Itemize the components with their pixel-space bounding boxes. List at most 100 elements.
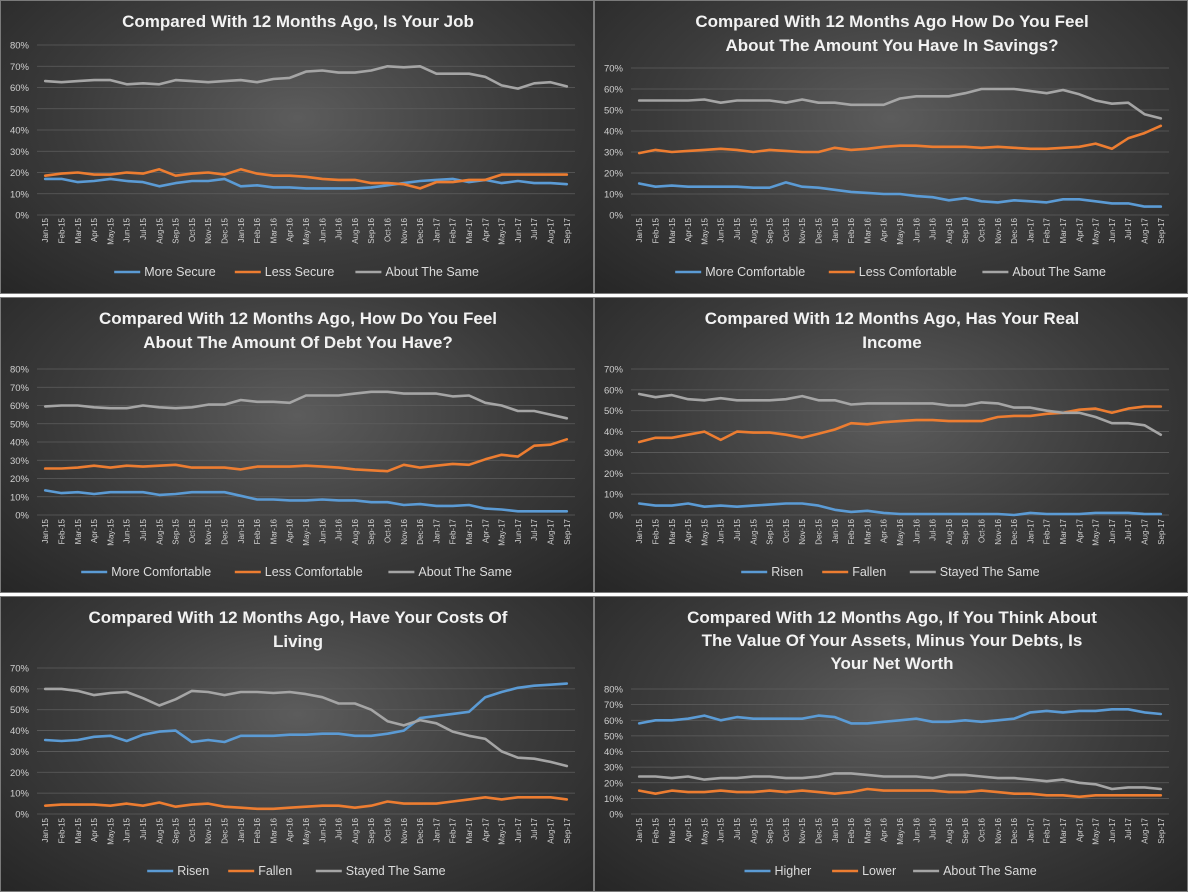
legend-label: More Comfortable bbox=[705, 265, 805, 279]
x-tick-label: Jan-17 bbox=[432, 217, 441, 242]
x-tick-label: Aug-15 bbox=[155, 217, 164, 243]
x-tick-label: Jun-15 bbox=[123, 518, 132, 543]
x-tick-label: Oct-15 bbox=[188, 817, 197, 842]
x-tick-label: Jul-17 bbox=[530, 217, 539, 239]
x-tick-label: Jun-16 bbox=[912, 518, 921, 543]
y-tick-label: 50% bbox=[10, 705, 30, 716]
x-tick-label: Oct-16 bbox=[384, 817, 393, 842]
series-line-orange bbox=[637, 787, 1163, 799]
x-tick-label: May-15 bbox=[700, 518, 709, 545]
x-tick-label: Jan-17 bbox=[1026, 518, 1035, 543]
x-tick-label: Dec-15 bbox=[220, 217, 229, 243]
x-tick-label: May-17 bbox=[1092, 217, 1101, 244]
y-tick-label: 50% bbox=[10, 419, 30, 430]
x-tick-label: Apr-15 bbox=[684, 217, 693, 242]
x-tick-label: Feb-16 bbox=[253, 217, 262, 243]
x-tick-label: Mar-15 bbox=[74, 518, 83, 544]
chart-title-line: About The Amount You Have In Savings? bbox=[725, 36, 1058, 55]
x-tick-label: Jul-15 bbox=[733, 817, 742, 839]
x-tick-label: Mar-16 bbox=[863, 518, 872, 544]
y-tick-label: 20% bbox=[10, 474, 30, 485]
y-tick-label: 70% bbox=[10, 664, 30, 675]
legend-label: More Secure bbox=[144, 265, 216, 279]
chart-svg: Compared With 12 Months Ago How Do You F… bbox=[604, 12, 1169, 279]
x-tick-label: Feb-16 bbox=[253, 518, 262, 544]
series-line-orange bbox=[43, 438, 569, 473]
x-tick-label: Sep-17 bbox=[563, 518, 572, 544]
x-tick-label: May-15 bbox=[106, 518, 115, 545]
x-tick-label: Jun-15 bbox=[123, 217, 132, 242]
chart-title-line: Compared With 12 Months Ago, Is Your Job bbox=[122, 12, 474, 31]
x-tick-label: Sep-15 bbox=[172, 817, 181, 843]
y-tick-label: 0% bbox=[609, 511, 623, 522]
legend-label: Less Secure bbox=[265, 265, 335, 279]
x-tick-label: Mar-16 bbox=[269, 518, 278, 544]
x-tick-label: Sep-17 bbox=[563, 817, 572, 843]
x-tick-label: Sep-17 bbox=[1157, 817, 1166, 843]
x-tick-label: Aug-17 bbox=[547, 217, 556, 243]
x-tick-label: May-16 bbox=[302, 217, 311, 244]
y-tick-label: 40% bbox=[604, 427, 624, 438]
x-tick-label: Jan-16 bbox=[237, 217, 246, 242]
y-tick-label: 30% bbox=[10, 456, 30, 467]
x-tick-label: Mar-17 bbox=[1059, 518, 1068, 544]
legend-label: Stayed The Same bbox=[346, 864, 446, 878]
x-tick-label: Feb-16 bbox=[847, 817, 856, 843]
x-tick-label: Jul-16 bbox=[335, 518, 344, 540]
x-tick-label: May-16 bbox=[896, 217, 905, 244]
legend-label: About The Same bbox=[385, 265, 479, 279]
x-tick-label: Nov-16 bbox=[994, 518, 1003, 544]
x-tick-label: Dec-16 bbox=[1010, 217, 1019, 243]
x-tick-label: Aug-16 bbox=[351, 518, 360, 544]
chart-svg: Compared With 12 Months Ago, Has Your Re… bbox=[604, 309, 1169, 579]
x-tick-label: Feb-15 bbox=[57, 217, 66, 243]
series-line-gray bbox=[637, 772, 1163, 791]
y-tick-label: 50% bbox=[604, 106, 624, 117]
x-tick-label: May-17 bbox=[1092, 817, 1101, 844]
y-tick-label: 80% bbox=[604, 685, 624, 696]
x-tick-label: May-17 bbox=[1092, 518, 1101, 545]
x-tick-label: Aug-17 bbox=[547, 817, 556, 843]
series-line-gray bbox=[43, 390, 569, 420]
x-tick-label: Apr-16 bbox=[286, 217, 295, 242]
chart-job-security: Compared With 12 Months Ago, Is Your Job… bbox=[0, 0, 594, 294]
y-tick-label: 10% bbox=[10, 189, 30, 200]
y-tick-label: 10% bbox=[604, 190, 624, 201]
x-tick-label: Feb-16 bbox=[253, 817, 262, 843]
x-tick-label: Aug-17 bbox=[1141, 217, 1150, 243]
x-tick-label: Feb-17 bbox=[449, 518, 458, 544]
x-tick-label: Jul-17 bbox=[1124, 817, 1133, 839]
x-tick-label: Dec-16 bbox=[416, 518, 425, 544]
x-tick-label: Mar-16 bbox=[269, 817, 278, 843]
x-tick-label: Dec-15 bbox=[814, 217, 823, 243]
x-tick-label: Jul-16 bbox=[335, 217, 344, 239]
legend-label: Stayed The Same bbox=[940, 565, 1040, 579]
series-line-gray bbox=[43, 65, 569, 90]
series-line-orange bbox=[43, 796, 569, 811]
series-line-blue bbox=[43, 682, 569, 744]
y-tick-label: 20% bbox=[10, 768, 30, 779]
x-tick-label: Sep-16 bbox=[961, 518, 970, 544]
x-tick-label: Aug-15 bbox=[749, 817, 758, 843]
y-tick-label: 80% bbox=[10, 41, 30, 52]
x-tick-label: Apr-15 bbox=[684, 817, 693, 842]
x-tick-label: Jun-17 bbox=[1108, 518, 1117, 543]
chart-title-line: Compared With 12 Months Ago How Do You F… bbox=[695, 12, 1088, 31]
chart-real-income: Compared With 12 Months Ago, Has Your Re… bbox=[594, 297, 1188, 593]
legend-label: Fallen bbox=[852, 565, 886, 579]
y-tick-label: 40% bbox=[10, 438, 30, 449]
x-tick-label: Jun-17 bbox=[514, 518, 523, 543]
x-tick-label: Oct-15 bbox=[782, 217, 791, 242]
x-tick-label: Oct-16 bbox=[978, 518, 987, 543]
x-tick-label: Dec-15 bbox=[220, 518, 229, 544]
x-tick-label: Aug-15 bbox=[155, 518, 164, 544]
chart-title-line: Compared With 12 Months Ago, How Do You … bbox=[99, 309, 497, 328]
x-tick-label: Jul-15 bbox=[139, 217, 148, 239]
x-tick-label: Jan-16 bbox=[237, 817, 246, 842]
y-tick-label: 70% bbox=[10, 383, 30, 394]
x-tick-label: Aug-15 bbox=[155, 817, 164, 843]
x-tick-label: Nov-15 bbox=[798, 518, 807, 544]
x-tick-label: Jan-15 bbox=[41, 217, 50, 242]
x-tick-label: Feb-17 bbox=[449, 217, 458, 243]
x-tick-label: Nov-16 bbox=[400, 518, 409, 544]
